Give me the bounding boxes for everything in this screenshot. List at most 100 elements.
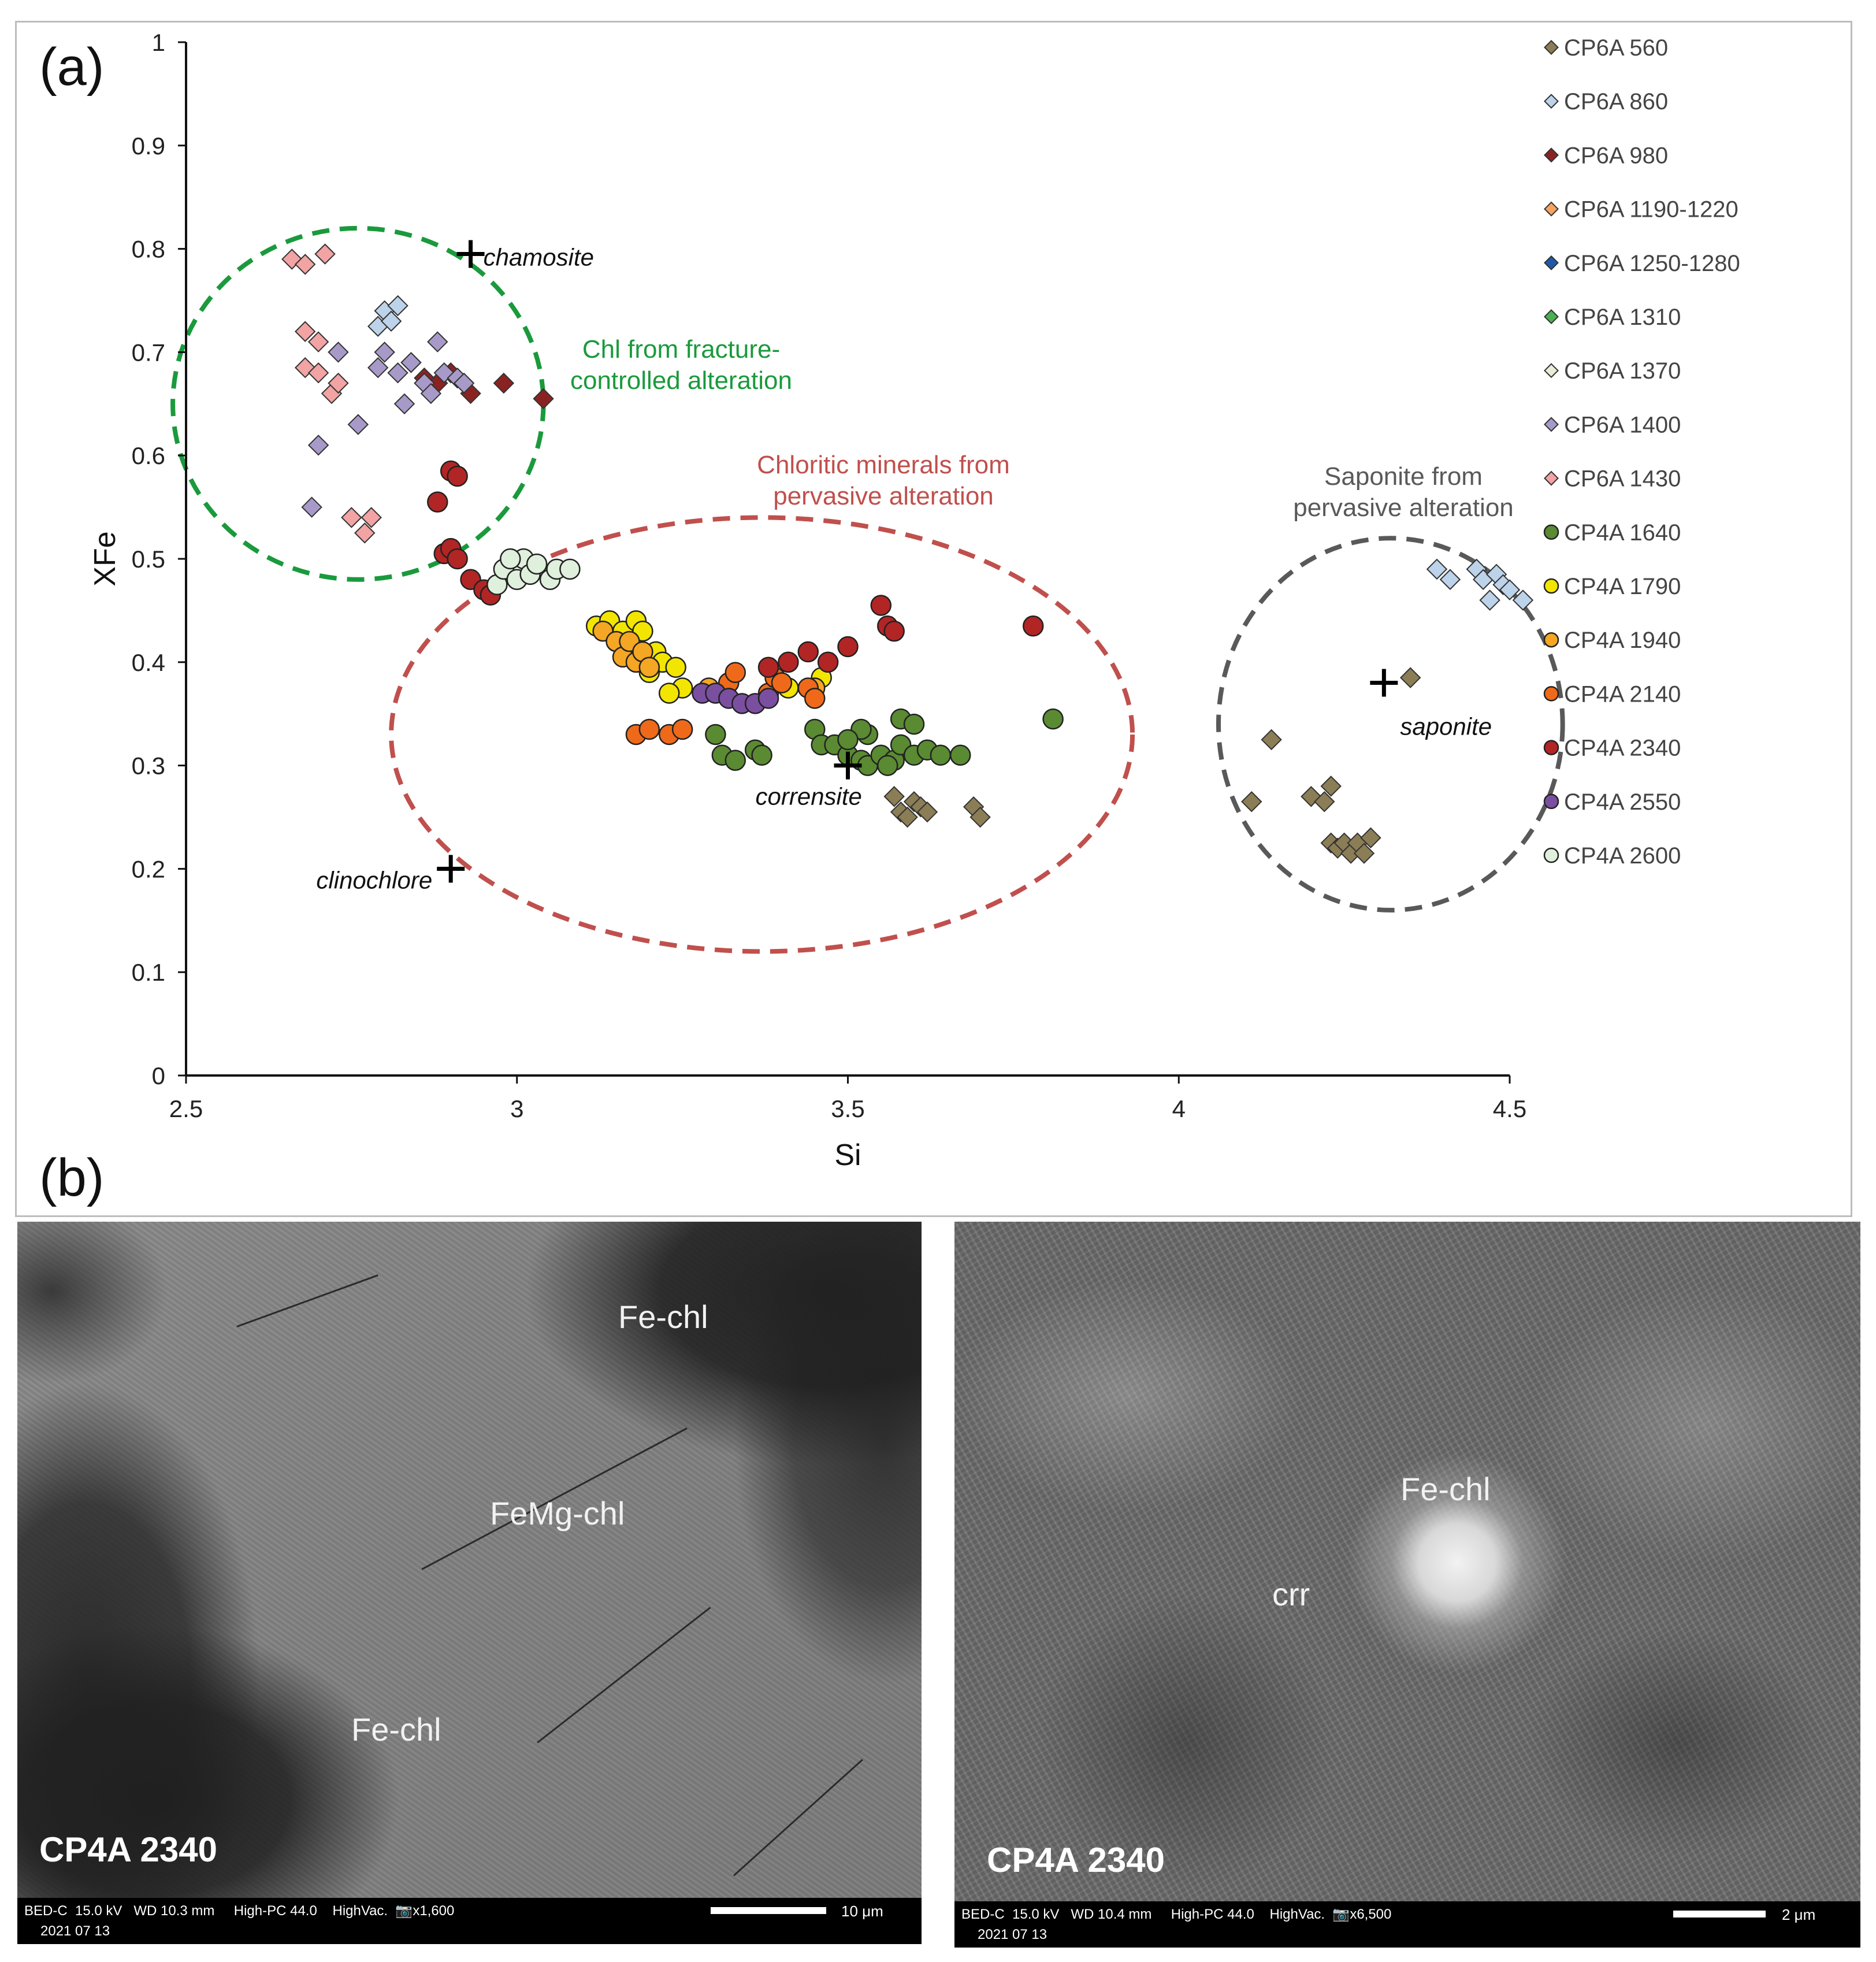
data-point bbox=[837, 636, 859, 658]
data-point bbox=[387, 362, 408, 384]
sem-date: 2021 07 13 bbox=[978, 1927, 1047, 1942]
data-point bbox=[916, 801, 938, 823]
panel-label-b: (b) bbox=[39, 1148, 105, 1207]
reference-label: chamosite bbox=[484, 244, 594, 271]
sem-date: 2021 07 13 bbox=[40, 1923, 110, 1939]
data-point bbox=[804, 688, 826, 709]
data-point bbox=[930, 744, 952, 766]
data-point bbox=[328, 342, 349, 363]
sem-image-right: Fe-chl crr CP4A 2340 BED-C 15.0 kV WD 10… bbox=[954, 1222, 1860, 1948]
legend-marker bbox=[1544, 255, 1559, 270]
x-tick-label: 2.5 bbox=[169, 1095, 203, 1122]
legend-entry: CP4A 2600 bbox=[1564, 843, 1681, 869]
legend-entry: CP4A 2550 bbox=[1564, 789, 1681, 815]
y-tick-label: 0.5 bbox=[132, 546, 165, 573]
panel-label-a: (a) bbox=[39, 38, 105, 97]
data-point bbox=[1426, 558, 1448, 580]
data-point bbox=[638, 718, 660, 740]
region-ellipse bbox=[1216, 536, 1565, 913]
data-point bbox=[374, 342, 395, 363]
data-point bbox=[671, 718, 693, 740]
legend-marker bbox=[1543, 632, 1559, 648]
region-label: pervasive alteration bbox=[773, 482, 994, 510]
data-point bbox=[393, 393, 415, 415]
data-point bbox=[367, 357, 389, 379]
y-tick-label: 0.8 bbox=[132, 236, 165, 263]
legend-entry: CP4A 2140 bbox=[1564, 681, 1681, 707]
legend-entry: CP6A 1190-1220 bbox=[1564, 197, 1738, 222]
legend-entry: CP6A 1310 bbox=[1564, 305, 1681, 330]
scale-bar bbox=[1673, 1911, 1766, 1918]
data-point bbox=[307, 331, 329, 353]
data-point bbox=[328, 372, 349, 394]
scale-bar bbox=[711, 1907, 826, 1914]
data-point bbox=[771, 672, 793, 693]
sem-label-femg-chl: FeMg-chl bbox=[490, 1495, 625, 1531]
sem-sample-label: CP4A 2340 bbox=[39, 1830, 217, 1869]
data-point bbox=[665, 657, 686, 678]
reference-label: clinochlore bbox=[316, 866, 432, 893]
data-point bbox=[1314, 791, 1335, 813]
crack-line bbox=[733, 1759, 863, 1876]
region-ellipse bbox=[389, 515, 1135, 954]
legend-entry: CP4A 2340 bbox=[1564, 736, 1681, 761]
data-point bbox=[427, 331, 448, 353]
data-point bbox=[1360, 827, 1381, 848]
data-point bbox=[1499, 579, 1521, 600]
sem-image-left: Fe-chl FeMg-chl Fe-chl CP4A 2340 BED-C 1… bbox=[17, 1222, 922, 1944]
data-point bbox=[294, 254, 316, 275]
sem-info-text: BED-C 15.0 kV WD 10.3 mm High-PC 44.0 Hi… bbox=[24, 1903, 455, 1919]
x-tick-label: 3 bbox=[510, 1095, 523, 1122]
scale-text: 10 μm bbox=[841, 1902, 883, 1920]
x-axis-label: Si bbox=[834, 1138, 861, 1172]
data-point bbox=[903, 713, 925, 735]
y-tick-label: 0.9 bbox=[132, 132, 165, 160]
sem-label-crr: crr bbox=[1272, 1576, 1310, 1612]
sem-label-fe-chl-bottom: Fe-chl bbox=[351, 1711, 441, 1748]
legend-marker bbox=[1543, 524, 1559, 540]
y-tick-label: 0.6 bbox=[132, 442, 165, 469]
scatter-plot: Chl from fracture-controlled alteration C… bbox=[88, 29, 1740, 1172]
legend-entry: CP6A 860 bbox=[1564, 89, 1668, 114]
sem-label-fe-chl: Fe-chl bbox=[1401, 1471, 1491, 1507]
data-point bbox=[725, 662, 746, 683]
crack-line bbox=[537, 1607, 711, 1744]
chart-panel: Chl from fracture-controlled alteration C… bbox=[15, 21, 1852, 1217]
x-tick-label: 4 bbox=[1172, 1095, 1186, 1122]
data-point bbox=[778, 651, 799, 673]
crack-line bbox=[236, 1274, 378, 1327]
data-point bbox=[447, 548, 468, 570]
legend-entry: CP4A 1940 bbox=[1564, 628, 1681, 653]
data-point bbox=[387, 295, 408, 317]
data-point bbox=[817, 651, 839, 673]
data-point bbox=[400, 352, 422, 373]
data-point bbox=[883, 786, 905, 807]
data-point bbox=[751, 744, 772, 766]
region-label: Saponite from bbox=[1324, 462, 1483, 491]
region-label: pervasive alteration bbox=[1293, 494, 1514, 522]
legend-marker bbox=[1543, 793, 1559, 810]
data-point bbox=[757, 688, 779, 709]
sem-info-bar: BED-C 15.0 kV WD 10.4 mm High-PC 44.0 Hi… bbox=[954, 1901, 1860, 1948]
y-tick-label: 1 bbox=[152, 29, 165, 56]
data-point bbox=[427, 491, 448, 513]
data-point bbox=[380, 310, 402, 332]
data-point bbox=[314, 243, 336, 265]
sem-info-text: BED-C 15.0 kV WD 10.4 mm High-PC 44.0 Hi… bbox=[961, 1907, 1392, 1922]
legend-marker bbox=[1544, 363, 1559, 379]
data-point bbox=[1241, 791, 1262, 813]
legend-marker bbox=[1544, 470, 1559, 486]
data-point bbox=[1042, 708, 1064, 730]
x-tick-label: 4.5 bbox=[1493, 1095, 1526, 1122]
data-point bbox=[797, 641, 819, 663]
data-point bbox=[757, 657, 779, 678]
legend-marker bbox=[1544, 94, 1559, 109]
data-point bbox=[969, 806, 991, 828]
data-point bbox=[341, 507, 362, 528]
y-tick-label: 0.4 bbox=[132, 649, 165, 676]
data-point bbox=[307, 362, 329, 384]
data-point bbox=[870, 595, 892, 616]
legend-marker bbox=[1543, 740, 1559, 755]
data-point bbox=[949, 744, 971, 766]
data-point bbox=[638, 657, 660, 678]
